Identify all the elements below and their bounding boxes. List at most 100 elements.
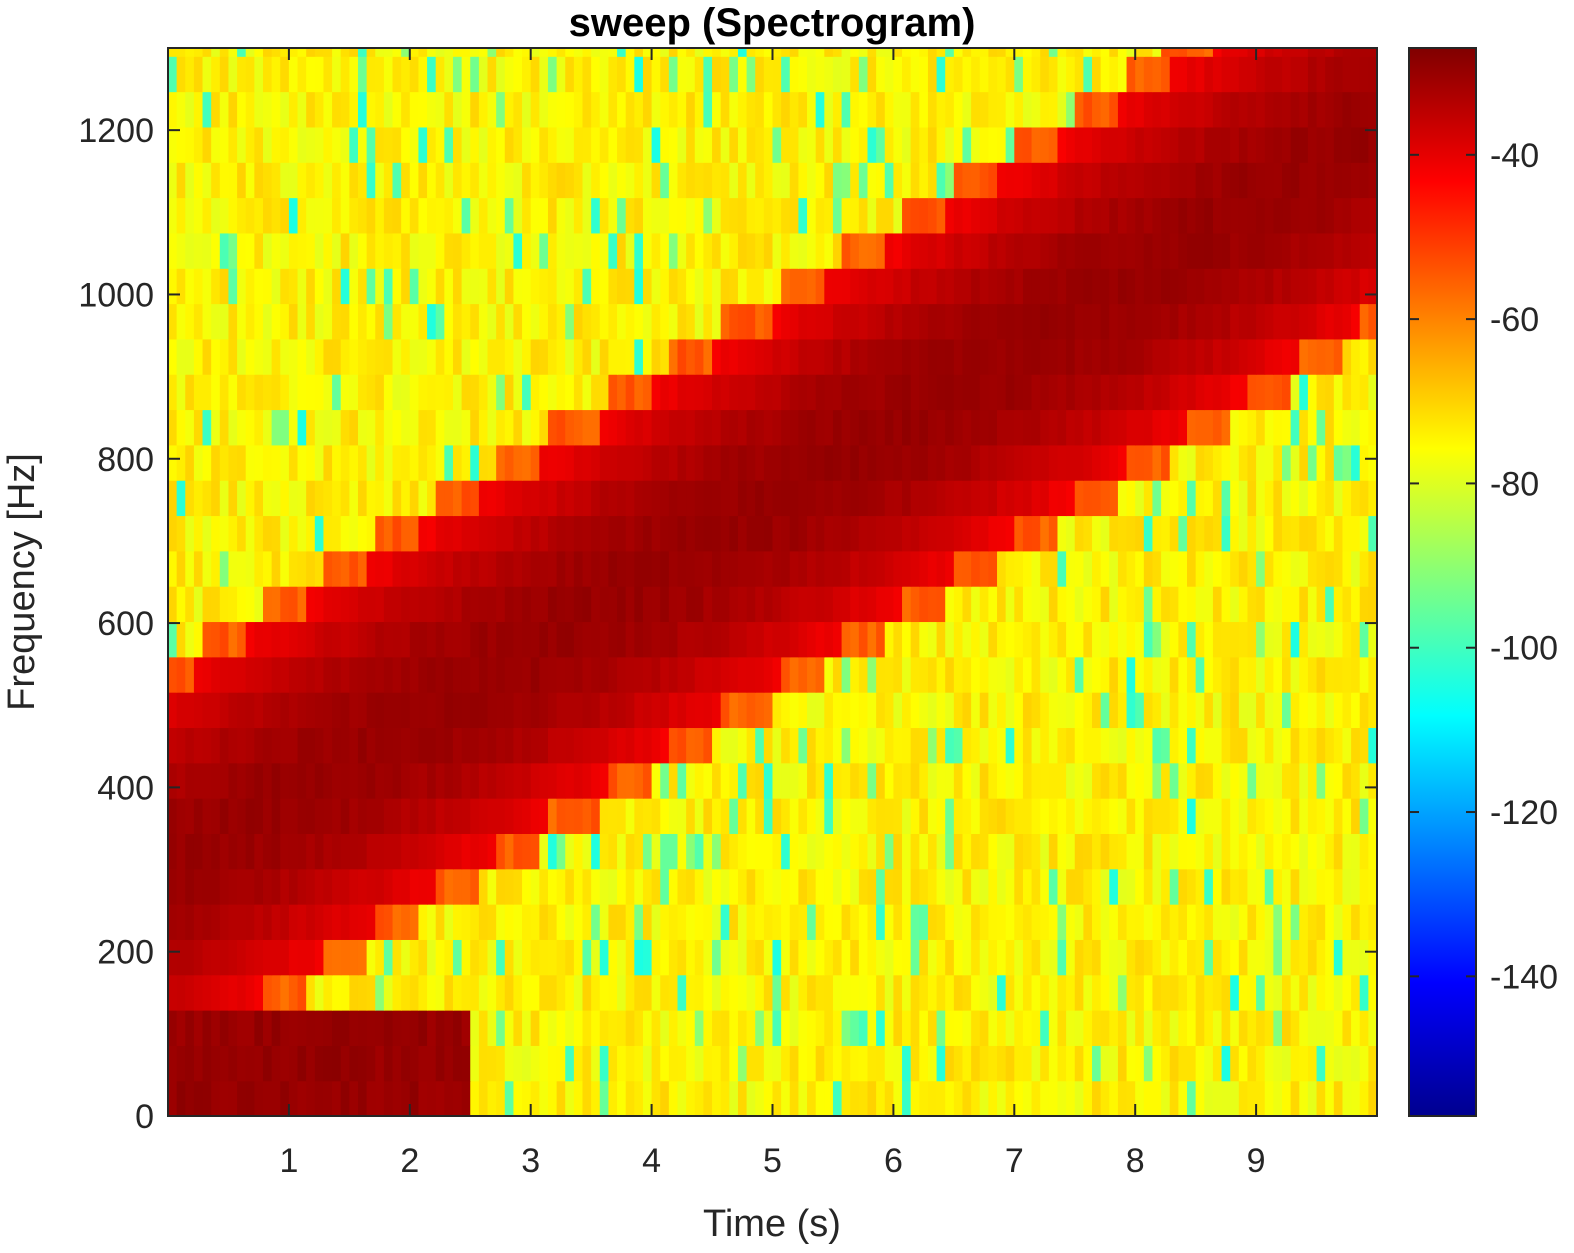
heatmap-cell [556, 974, 566, 1011]
heatmap-cell [686, 833, 696, 870]
heatmap-cell [729, 586, 739, 623]
heatmap-cell [1238, 762, 1249, 799]
heatmap-cell [427, 232, 437, 269]
heatmap-cell [1221, 1080, 1231, 1117]
heatmap-cell [1230, 374, 1240, 411]
heatmap-cell [582, 586, 592, 623]
heatmap-cell [496, 1010, 506, 1046]
heatmap-cell [193, 833, 204, 870]
heatmap-cell [254, 338, 264, 375]
heatmap-cell [902, 56, 912, 93]
heatmap-cell [1325, 162, 1335, 199]
heatmap-cell [288, 798, 299, 834]
heatmap-cell [1342, 303, 1352, 340]
heatmap-cell [452, 126, 463, 163]
heatmap-cell [815, 232, 825, 269]
heatmap-cell [807, 515, 817, 552]
heatmap-cell [1143, 904, 1154, 940]
heatmap-cell [1212, 338, 1223, 375]
heatmap-cell [539, 798, 549, 834]
heatmap-cell [927, 656, 938, 693]
heatmap-cell [591, 1080, 601, 1117]
heatmap-cell [513, 1010, 523, 1046]
heatmap-cell [755, 550, 765, 587]
heatmap-cell [720, 1010, 730, 1046]
heatmap-cell [1048, 91, 1059, 128]
heatmap-cell [1169, 126, 1179, 163]
heatmap-cell [582, 904, 592, 940]
heatmap-cell [297, 197, 307, 234]
heatmap-cell [634, 868, 644, 905]
heatmap-cell [1048, 762, 1059, 799]
heatmap-cell [988, 974, 998, 1011]
heatmap-cell [927, 586, 938, 623]
heatmap-cell [1195, 586, 1205, 623]
heatmap-cell [1307, 1045, 1318, 1082]
heatmap-cell [228, 268, 238, 305]
heatmap-cell [919, 515, 929, 552]
heatmap-cell [789, 338, 800, 375]
heatmap-cell [556, 586, 566, 623]
heatmap-cell [962, 480, 972, 517]
heatmap-cell [280, 798, 290, 834]
heatmap-cell [280, 1080, 290, 1117]
heatmap-cell [323, 515, 333, 552]
heatmap-cell [979, 268, 989, 305]
heatmap-cell [608, 833, 618, 870]
heatmap-cell [971, 974, 981, 1011]
heatmap-cell [1273, 126, 1283, 163]
colorbar-ticks: -140-120-100-80-60-40 [1409, 137, 1558, 996]
heatmap-cell [280, 656, 290, 693]
heatmap-cell [366, 974, 376, 1011]
heatmap-cell [435, 656, 445, 693]
heatmap-cell [720, 444, 730, 481]
heatmap-cell [392, 126, 402, 163]
heatmap-cell [409, 656, 420, 693]
heatmap-cell [1074, 444, 1084, 481]
heatmap-cell [772, 1045, 782, 1082]
heatmap-cell [1083, 586, 1093, 623]
heatmap-cell [1212, 586, 1223, 623]
heatmap-cell [219, 904, 230, 940]
heatmap-cell [306, 303, 316, 340]
heatmap-cell [1299, 515, 1309, 552]
heatmap-cell [927, 868, 938, 905]
heatmap-cell [237, 197, 247, 234]
heatmap-cell [798, 904, 808, 940]
heatmap-cell [1342, 1010, 1352, 1046]
heatmap-cell [1359, 480, 1369, 517]
heatmap-cell [1152, 656, 1162, 693]
heatmap-cell [1247, 126, 1257, 163]
heatmap-cell [1195, 268, 1205, 305]
heatmap-cell [202, 550, 212, 587]
heatmap-cell [219, 48, 230, 57]
heatmap-cell [945, 409, 955, 446]
heatmap-cell [1316, 798, 1326, 834]
heatmap-cell [737, 939, 748, 976]
heatmap-cell [1212, 1045, 1223, 1082]
heatmap-cell [1333, 1080, 1344, 1117]
heatmap-cell [565, 515, 575, 552]
heatmap-cell [746, 303, 756, 340]
heatmap-cell [245, 444, 255, 481]
heatmap-cell [332, 904, 342, 940]
heatmap-cell [168, 656, 178, 693]
heatmap-cell [1092, 480, 1102, 517]
heatmap-cell [1342, 762, 1352, 799]
heatmap-cell [1264, 621, 1274, 658]
heatmap-cell [314, 904, 325, 940]
heatmap-cell [1005, 444, 1015, 481]
heatmap-cell [1092, 303, 1102, 340]
heatmap-cell [660, 833, 670, 870]
heatmap-cell [763, 197, 774, 234]
heatmap-cell [280, 692, 290, 729]
heatmap-cell [1005, 1010, 1015, 1046]
heatmap-cell [202, 586, 212, 623]
heatmap-cell [772, 550, 782, 587]
heatmap-cell [1187, 444, 1197, 481]
heatmap-cell [1368, 833, 1378, 870]
heatmap-cell [910, 480, 920, 517]
heatmap-cell [832, 692, 843, 729]
heatmap-cell [1100, 197, 1110, 234]
heatmap-cell [755, 974, 765, 1011]
